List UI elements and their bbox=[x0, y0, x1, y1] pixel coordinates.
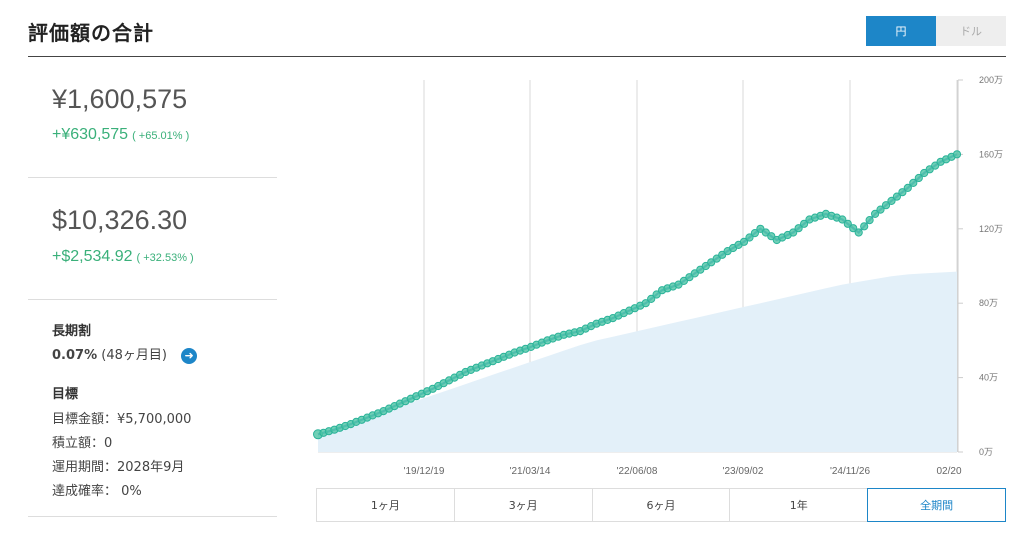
valuation-point bbox=[739, 237, 749, 246]
range-1-month-button[interactable]: 1ヶ月 bbox=[317, 489, 455, 521]
range-3-months-button[interactable]: 3ヶ月 bbox=[455, 489, 593, 521]
valuation-point bbox=[903, 183, 912, 193]
usd-summary: $10,326.30 +$2,534.92( +32.53% ) bbox=[28, 178, 277, 300]
valuation-point bbox=[750, 229, 759, 238]
range-1-year-button[interactable]: 1年 bbox=[730, 489, 869, 521]
long-term-months: (48ヶ月目) bbox=[101, 348, 167, 363]
valuation-point bbox=[865, 216, 874, 225]
valuation-point bbox=[690, 269, 699, 278]
valuation-point bbox=[925, 165, 934, 174]
valuation-point bbox=[887, 196, 896, 205]
yen-gain-percent: ( +65.01% ) bbox=[132, 130, 190, 142]
valuation-point bbox=[849, 224, 858, 233]
valuation-point bbox=[843, 219, 852, 228]
x-tick-label: '23/09/02 bbox=[723, 466, 764, 477]
valuation-point bbox=[920, 168, 929, 178]
valuation-point bbox=[761, 228, 770, 237]
currency-toggle[interactable]: 円 ドル bbox=[866, 16, 1006, 46]
valuation-point bbox=[871, 209, 880, 218]
valuation-point bbox=[712, 254, 721, 263]
x-tick-label: '19/12/19 bbox=[404, 466, 445, 477]
valuation-point bbox=[931, 161, 940, 170]
usd-total-value: $10,326.30 bbox=[52, 205, 188, 235]
valuation-point bbox=[679, 276, 688, 285]
y-tick-label: 40万 bbox=[979, 373, 998, 383]
x-tick-label: '22/06/08 bbox=[617, 466, 658, 477]
usd-gain-amount: +$2,534.92 bbox=[52, 248, 133, 265]
valuation-point bbox=[789, 228, 798, 237]
valuation-point bbox=[881, 201, 891, 210]
page-header: 評価額の合計 円 ドル bbox=[28, 0, 1006, 57]
valuation-point bbox=[876, 205, 885, 214]
arrow-right-icon[interactable]: ➜ bbox=[181, 347, 198, 364]
valuation-point bbox=[794, 224, 803, 233]
currency-yen-button[interactable]: 円 bbox=[866, 16, 936, 46]
goal-amount: 目標金額：¥5,700,000 bbox=[52, 412, 192, 427]
valuation-point bbox=[647, 294, 656, 303]
x-tick-label: '21/03/14 bbox=[510, 466, 551, 477]
valuation-point bbox=[898, 188, 907, 197]
valuation-point bbox=[685, 273, 694, 282]
valuation-point bbox=[707, 258, 716, 267]
range-all-button[interactable]: 全期間 bbox=[867, 488, 1006, 522]
valuation-point bbox=[641, 299, 650, 308]
valuation-point bbox=[909, 178, 918, 188]
y-tick-label: 200万 bbox=[979, 75, 1003, 85]
goal-deposit: 積立額：0 bbox=[52, 436, 113, 451]
valuation-point bbox=[745, 233, 754, 242]
valuation-point bbox=[838, 215, 847, 224]
goal-heading: 目標 bbox=[52, 387, 79, 402]
valuation-point bbox=[860, 222, 869, 231]
y-tick-label: 0万 bbox=[979, 447, 993, 457]
y-tick-label: 160万 bbox=[979, 149, 1003, 159]
valuation-point bbox=[767, 232, 776, 241]
long-term-heading: 長期割 bbox=[52, 324, 92, 339]
x-tick-label: 02/20 bbox=[936, 466, 961, 477]
y-tick-label: 80万 bbox=[979, 298, 998, 308]
long-term-rate: 0.07% bbox=[52, 348, 98, 363]
summary-panel: ¥1,600,575 +¥630,575( +65.01% ) $10,326.… bbox=[28, 56, 277, 517]
yen-gain: +¥630,575( +65.01% ) bbox=[52, 126, 189, 144]
currency-dollar-button[interactable]: ドル bbox=[936, 16, 1006, 46]
yen-gain-amount: +¥630,575 bbox=[52, 126, 129, 143]
long-term-and-goal: 長期割 0.07% (48ヶ月目) ➜ 目標 目標金額：¥5,700,000 積… bbox=[28, 300, 277, 517]
yen-total-value: ¥1,600,575 bbox=[52, 84, 188, 114]
x-tick-label: '24/11/26 bbox=[830, 466, 871, 477]
valuation-point bbox=[800, 219, 809, 228]
valuation-point bbox=[696, 265, 705, 274]
period-range-selector: 1ヶ月 3ヶ月 6ヶ月 1年 全期間 bbox=[316, 488, 1006, 522]
page-title: 評価額の合計 bbox=[28, 21, 154, 45]
goal-period: 運用期間：2028年9月 bbox=[52, 460, 185, 475]
valuation-point bbox=[652, 290, 661, 299]
valuation-point bbox=[892, 192, 902, 201]
long-term-rate-line: 0.07% (48ヶ月目) ➜ bbox=[52, 344, 198, 364]
usd-gain-percent: ( +32.53% ) bbox=[136, 252, 194, 264]
valuation-chart: '19/12/19 '21/03/14 '22/06/08 '23/09/02 '24/… bbox=[313, 75, 1003, 477]
valuation-point bbox=[952, 150, 962, 159]
usd-gain: +$2,534.92( +32.53% ) bbox=[52, 248, 194, 266]
range-6-months-button[interactable]: 6ヶ月 bbox=[593, 489, 731, 521]
valuation-point bbox=[854, 228, 863, 237]
valuation-point bbox=[914, 173, 923, 183]
yen-summary: ¥1,600,575 +¥630,575( +65.01% ) bbox=[28, 56, 277, 178]
y-tick-label: 120万 bbox=[979, 224, 1003, 234]
goal-probability: 達成確率： 0% bbox=[52, 484, 142, 499]
deposit-area bbox=[318, 271, 957, 452]
